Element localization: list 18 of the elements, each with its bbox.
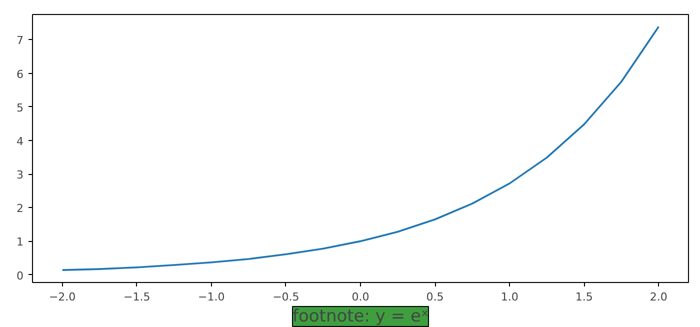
y-tick-label: 1 xyxy=(16,236,24,249)
y-tick-label: 6 xyxy=(16,68,24,81)
y-tick-label: 4 xyxy=(16,134,24,148)
x-tick-label: −1.0 xyxy=(198,290,225,304)
x-tick-label: 2.0 xyxy=(650,290,668,304)
x-tick-label: −1.5 xyxy=(124,290,150,304)
y-tick-label: 3 xyxy=(16,168,24,182)
y-tick-label: 5 xyxy=(16,101,24,114)
x-tick-label: 0.0 xyxy=(352,290,370,304)
x-tick-label: 1.0 xyxy=(500,290,518,304)
x-tick-label: 1.5 xyxy=(575,290,593,304)
line-series xyxy=(61,26,660,271)
y-tick-label: 0 xyxy=(16,269,24,282)
y-tick-label: 2 xyxy=(16,202,24,216)
x-tick-label: −0.5 xyxy=(272,290,300,304)
x-tick-label: 0.5 xyxy=(426,290,444,304)
y-tick-label: 7 xyxy=(16,34,24,48)
x-tick-label: −2.0 xyxy=(48,290,76,304)
